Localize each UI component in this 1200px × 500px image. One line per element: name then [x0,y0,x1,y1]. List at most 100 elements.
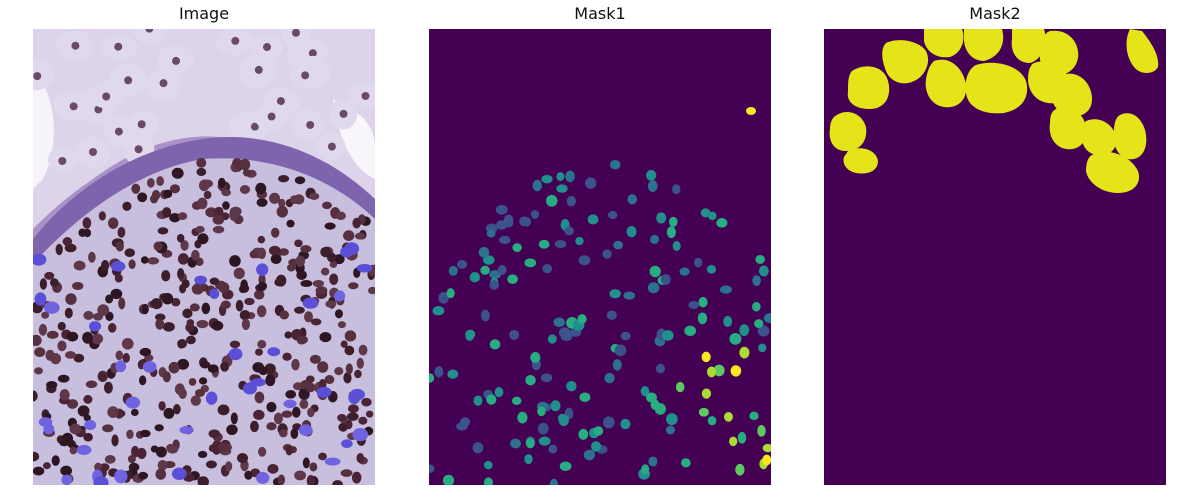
nucleus [105,294,114,304]
blue-cell [93,476,109,485]
nucleus [166,445,179,454]
pale-cell [133,29,169,45]
blue-cell [33,253,47,266]
mask1-nucleus [509,329,520,340]
nucleus [162,207,172,218]
mask1-nucleus [560,332,573,342]
nucleus [177,339,187,349]
nucleus [212,214,225,225]
nucleus [176,233,185,243]
mask1-blobs-group [429,107,771,485]
nucleus [85,380,98,389]
nucleus [77,405,90,417]
nucleus [306,474,316,485]
nucleus [329,273,339,285]
mask1-nucleus [495,204,508,215]
nucleus [131,183,141,194]
nucleus [233,267,245,280]
mask2-panel: Mask2 [824,0,1166,500]
nucleus [122,201,132,211]
pale-cell-nucleus [291,29,300,37]
mask1-nucleus [603,416,615,429]
nucleus [254,391,265,404]
mask1-nucleus [566,195,576,207]
nucleus [103,381,113,394]
mask2-cell [882,40,929,84]
nucleus [358,416,368,425]
nucleus [300,336,308,344]
blue-cell [267,347,281,357]
mask2-cell [925,59,967,108]
nucleus [235,299,244,312]
nucleus [128,462,140,472]
mask1-nucleus [737,431,747,444]
mask2-cell [1126,29,1159,73]
mask1-nucleus [606,310,617,320]
nucleus [241,318,251,330]
nucleus [220,300,231,309]
nucleus [208,429,221,439]
blue-cell [114,469,128,484]
nucleus [278,248,289,256]
nucleus [304,311,314,323]
mask2-cell [1086,151,1140,193]
nucleus [173,404,181,415]
mask1-nucleus [429,373,435,383]
mask1-nucleus [688,300,700,310]
nucleus [318,452,327,461]
nucleus [295,255,306,267]
nucleus [334,367,344,376]
nucleus [267,463,279,474]
nucleus [188,378,197,386]
blue-cell [352,428,369,442]
nucleus [177,358,190,370]
nucleus [83,394,93,404]
nucleus [221,189,231,197]
pale-cell-nucleus [172,56,181,65]
nucleus [325,300,337,308]
nucleus [281,410,293,418]
nucleus [161,292,174,305]
blue-cell [61,474,73,485]
mask1-nucleus [613,240,624,250]
nucleus [320,267,330,276]
nucleus [67,399,79,409]
nucleus [181,279,190,289]
mask1-nucleus [612,359,622,371]
mask1-nucleus [655,363,665,374]
nucleus [33,334,42,346]
nucleus [118,297,126,310]
nucleus [198,179,210,192]
nucleus [338,422,348,432]
pale-cell-nucleus [69,102,78,111]
nucleus [161,270,171,282]
nucleus [156,176,165,187]
nucleus [211,320,224,331]
mask1-nucleus [666,425,675,435]
mask1-nucleus [481,309,490,322]
blue-cell [76,444,92,455]
nucleus [163,189,173,199]
nucleus [336,211,346,221]
nucleus [258,446,267,457]
mask1-nucleus [510,438,521,449]
nucleus [62,237,73,246]
nucleus [300,279,313,288]
blue-cell [302,297,319,309]
mask1-nucleus [654,403,666,415]
nucleus [257,247,267,260]
mask1-nucleus [456,260,468,269]
pale-cell-nucleus [58,157,67,166]
blue-cell [324,457,341,466]
pale-cell-nucleus [137,120,146,129]
nucleus [285,445,293,456]
nucleus [229,255,241,267]
nucleus [258,281,268,291]
pale-cell [33,58,55,91]
nucleus [72,281,84,290]
mask1-nucleus [537,422,549,435]
nucleus [337,414,347,422]
nucleus [64,351,77,359]
pale-cell [281,29,311,48]
nucleus [351,471,362,484]
